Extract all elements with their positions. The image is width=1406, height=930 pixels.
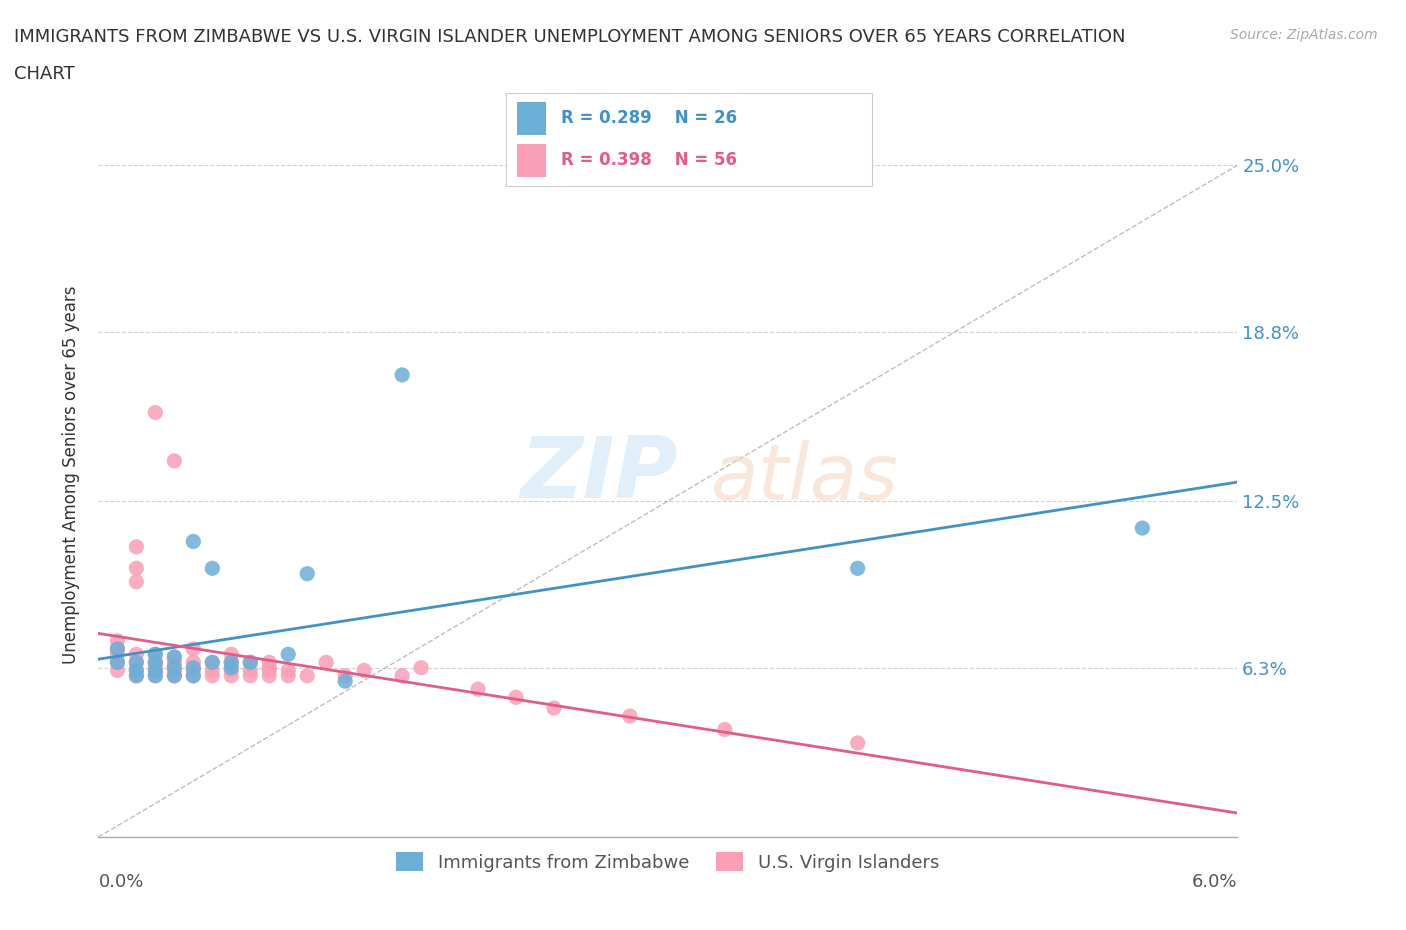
Point — [125, 647, 148, 662]
Point — [259, 660, 281, 675]
Text: IMMIGRANTS FROM ZIMBABWE VS U.S. VIRGIN ISLANDER UNEMPLOYMENT AMONG SENIORS OVER: IMMIGRANTS FROM ZIMBABWE VS U.S. VIRGIN … — [14, 28, 1126, 46]
Point — [145, 669, 167, 684]
Point — [201, 655, 224, 670]
Point — [201, 669, 224, 684]
Point — [107, 663, 129, 678]
Point — [183, 660, 205, 675]
Point — [467, 682, 489, 697]
Point — [107, 642, 129, 657]
Text: R = 0.398    N = 56: R = 0.398 N = 56 — [561, 151, 737, 169]
Point — [239, 655, 262, 670]
Point — [163, 649, 186, 664]
Point — [125, 655, 148, 670]
Point — [145, 655, 167, 670]
Point — [125, 539, 148, 554]
Point — [183, 655, 205, 670]
Point — [125, 575, 148, 590]
Point — [145, 663, 167, 678]
Text: 0.0%: 0.0% — [98, 873, 143, 891]
Point — [107, 655, 129, 670]
Point — [221, 669, 243, 684]
Point — [543, 700, 565, 715]
Point — [125, 669, 148, 684]
Text: 6.0%: 6.0% — [1192, 873, 1237, 891]
Point — [183, 642, 205, 657]
Point — [846, 736, 869, 751]
Point — [201, 655, 224, 670]
Point — [239, 669, 262, 684]
Legend: Immigrants from Zimbabwe, U.S. Virgin Islanders: Immigrants from Zimbabwe, U.S. Virgin Is… — [389, 845, 946, 879]
Point — [125, 663, 148, 678]
Point — [107, 633, 129, 648]
Point — [145, 647, 167, 662]
Point — [221, 655, 243, 670]
Point — [221, 647, 243, 662]
Point — [259, 669, 281, 684]
Point — [183, 669, 205, 684]
Point — [297, 566, 319, 581]
Text: CHART: CHART — [14, 65, 75, 83]
Point — [107, 655, 129, 670]
Point — [315, 655, 337, 670]
Text: R = 0.289    N = 26: R = 0.289 N = 26 — [561, 109, 737, 127]
Point — [277, 669, 299, 684]
Point — [163, 658, 186, 672]
Point — [221, 663, 243, 678]
Point — [163, 454, 186, 469]
Text: Source: ZipAtlas.com: Source: ZipAtlas.com — [1230, 28, 1378, 42]
Point — [201, 663, 224, 678]
Point — [846, 561, 869, 576]
Point — [201, 561, 224, 576]
Point — [163, 663, 186, 678]
Point — [239, 655, 262, 670]
Point — [145, 658, 167, 672]
Point — [183, 669, 205, 684]
Point — [1132, 521, 1154, 536]
Text: ZIP: ZIP — [520, 432, 678, 516]
Point — [259, 663, 281, 678]
Point — [505, 690, 527, 705]
Point — [163, 669, 186, 684]
Point — [335, 669, 357, 684]
Point — [221, 660, 243, 675]
Point — [259, 655, 281, 670]
Point — [619, 709, 641, 724]
Point — [125, 663, 148, 678]
Point — [145, 405, 167, 420]
Point — [145, 663, 167, 678]
Point — [125, 655, 148, 670]
Point — [125, 561, 148, 576]
Point — [277, 647, 299, 662]
Point — [163, 660, 186, 675]
Point — [714, 722, 737, 737]
Bar — [517, 144, 547, 177]
Point — [145, 669, 167, 684]
Point — [411, 660, 433, 675]
Point — [163, 669, 186, 684]
Point — [183, 534, 205, 549]
Point — [163, 655, 186, 670]
Point — [163, 649, 186, 664]
Point — [145, 647, 167, 662]
Bar — [517, 102, 547, 135]
Y-axis label: Unemployment Among Seniors over 65 years: Unemployment Among Seniors over 65 years — [62, 286, 80, 663]
Point — [335, 673, 357, 688]
Point — [125, 669, 148, 684]
Point — [107, 642, 129, 657]
Point — [277, 663, 299, 678]
Point — [107, 647, 129, 662]
Point — [183, 663, 205, 678]
Point — [391, 669, 413, 684]
Point — [221, 655, 243, 670]
Point — [239, 663, 262, 678]
Point — [297, 669, 319, 684]
Text: atlas: atlas — [710, 440, 898, 516]
Point — [145, 655, 167, 670]
Point — [353, 663, 375, 678]
Point — [391, 367, 413, 382]
